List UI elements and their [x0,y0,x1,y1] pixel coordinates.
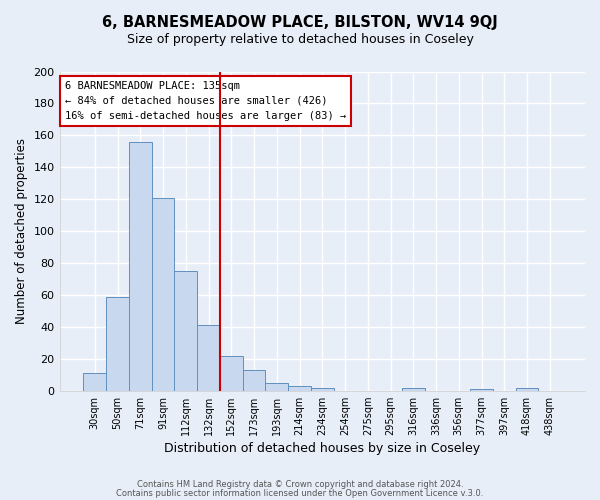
Bar [129,142,152,390]
Text: 6 BARNESMEADOW PLACE: 135sqm
← 84% of detached houses are smaller (426)
16% of s: 6 BARNESMEADOW PLACE: 135sqm ← 84% of de… [65,81,346,120]
Text: Size of property relative to detached houses in Coseley: Size of property relative to detached ho… [127,32,473,46]
Bar [197,326,220,390]
Bar [288,386,311,390]
Y-axis label: Number of detached properties: Number of detached properties [15,138,28,324]
Bar [220,356,242,390]
Bar [242,370,265,390]
Text: Contains public sector information licensed under the Open Government Licence v.: Contains public sector information licen… [116,488,484,498]
Bar [152,198,175,390]
Bar [106,296,129,390]
Bar [265,382,288,390]
Text: 6, BARNESMEADOW PLACE, BILSTON, WV14 9QJ: 6, BARNESMEADOW PLACE, BILSTON, WV14 9QJ [102,15,498,30]
Bar [175,271,197,390]
Bar [470,389,493,390]
Bar [515,388,538,390]
X-axis label: Distribution of detached houses by size in Coseley: Distribution of detached houses by size … [164,442,481,455]
Bar [402,388,425,390]
Bar [311,388,334,390]
Text: Contains HM Land Registry data © Crown copyright and database right 2024.: Contains HM Land Registry data © Crown c… [137,480,463,489]
Bar [83,373,106,390]
